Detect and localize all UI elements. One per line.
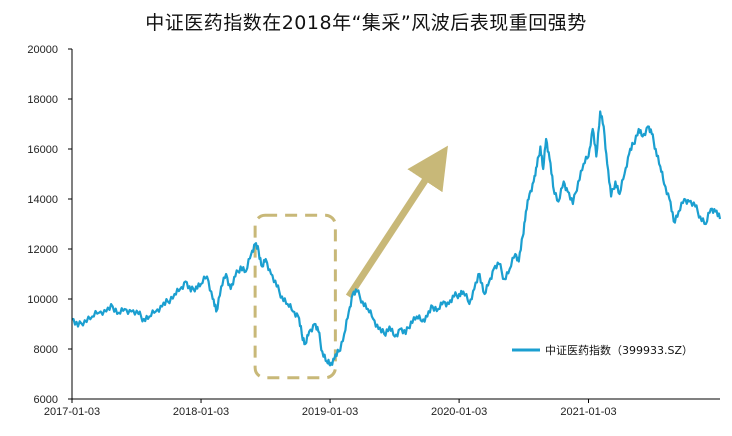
x-tick-label: 2020-01-03 [431,406,487,418]
x-tick-label: 2018-01-03 [173,406,229,418]
y-tick-label: 8000 [34,344,58,356]
y-tick-label: 18000 [27,94,58,106]
y-tick-label: 12000 [27,244,58,256]
y-tick-label: 6000 [34,394,58,406]
trend-arrow [345,145,448,299]
x-tick-label: 2019-01-03 [302,406,358,418]
annotation-layer [253,145,448,380]
y-tick-label: 10000 [27,294,58,306]
highlight-box [253,213,337,380]
y-tick-label: 14000 [27,194,58,206]
x-tick-label: 2017-01-03 [44,406,100,418]
axis-layer: 6000 8000 10000 12000 14000 16000 18000 20000 20… [27,44,720,418]
x-tick-label: 2021-01-03 [560,406,616,418]
legend-label: 中证医药指数（399933.SZ） [545,343,693,357]
y-tick-label: 16000 [27,144,58,156]
series-layer [71,110,722,367]
legend: 中证医药指数（399933.SZ） [512,343,693,357]
series-line-pharma-index [71,110,722,367]
chart-title: 中证医药指数在2018年“集采”风波后表现重回强势 [145,12,587,34]
y-tick-label: 20000 [27,44,58,56]
